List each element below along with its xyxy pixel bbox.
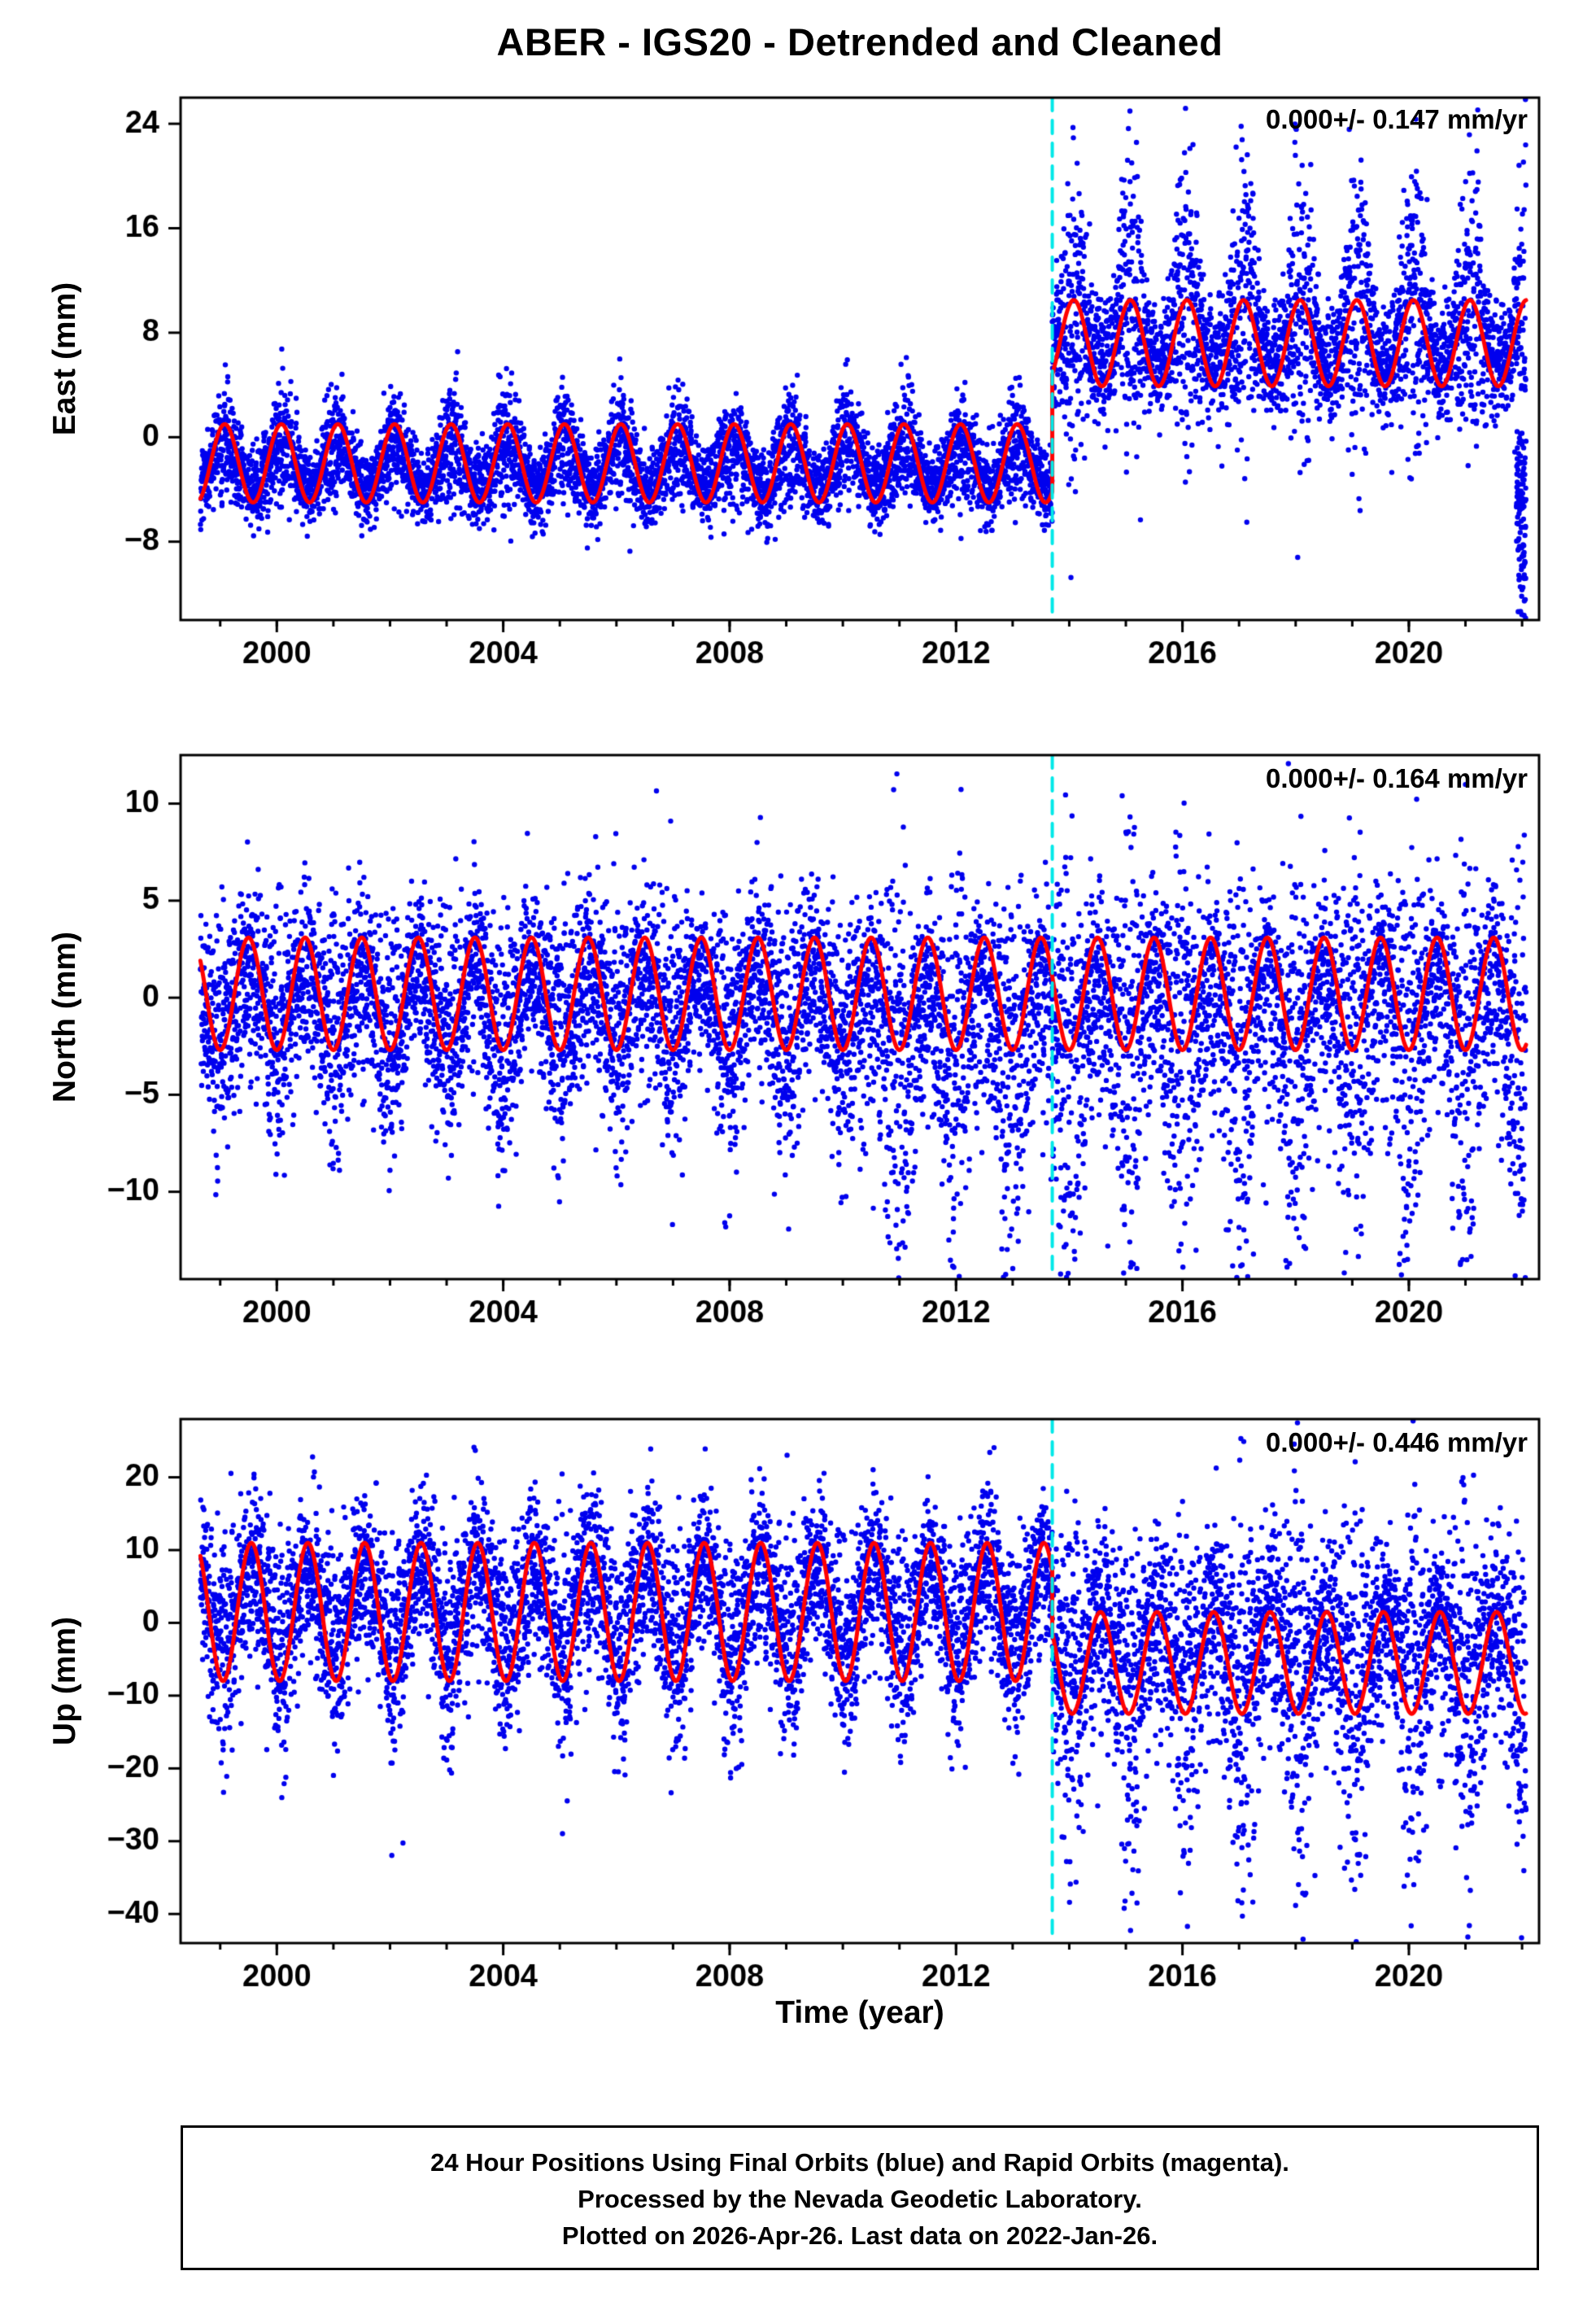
- footer-line-3: Plotted on 2026-Apr-26. Last data on 202…: [561, 2221, 1158, 2250]
- up-axis-label: Up (mm): [47, 1616, 82, 1746]
- x-axis-label: Time (year): [775, 1995, 944, 2030]
- plot-title: ABER - IGS20 - Detrended and Cleaned: [496, 20, 1223, 63]
- up-rate-annotation: 0.000+/- 0.446 mm/yr: [1266, 1427, 1528, 1457]
- footer-line-2: Processed by the Nevada Geodetic Laborat…: [578, 2185, 1142, 2213]
- footer-box: 24 Hour Positions Using Final Orbits (bl…: [181, 2125, 1539, 2270]
- north-rate-annotation: 0.000+/- 0.164 mm/yr: [1266, 763, 1528, 793]
- east-rate-annotation: 0.000+/- 0.147 mm/yr: [1266, 104, 1528, 134]
- footer-line-1: 24 Hour Positions Using Final Orbits (bl…: [430, 2148, 1289, 2177]
- north-axis-label: North (mm): [47, 931, 82, 1103]
- east-axis-label: East (mm): [47, 282, 82, 436]
